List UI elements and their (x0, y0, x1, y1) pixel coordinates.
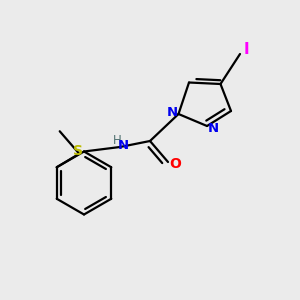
Text: H: H (113, 134, 122, 147)
Text: O: O (169, 157, 181, 170)
Text: S: S (73, 144, 83, 158)
Text: N: N (117, 139, 129, 152)
Text: I: I (244, 42, 249, 57)
Text: N: N (208, 122, 219, 135)
Text: N: N (167, 106, 178, 119)
